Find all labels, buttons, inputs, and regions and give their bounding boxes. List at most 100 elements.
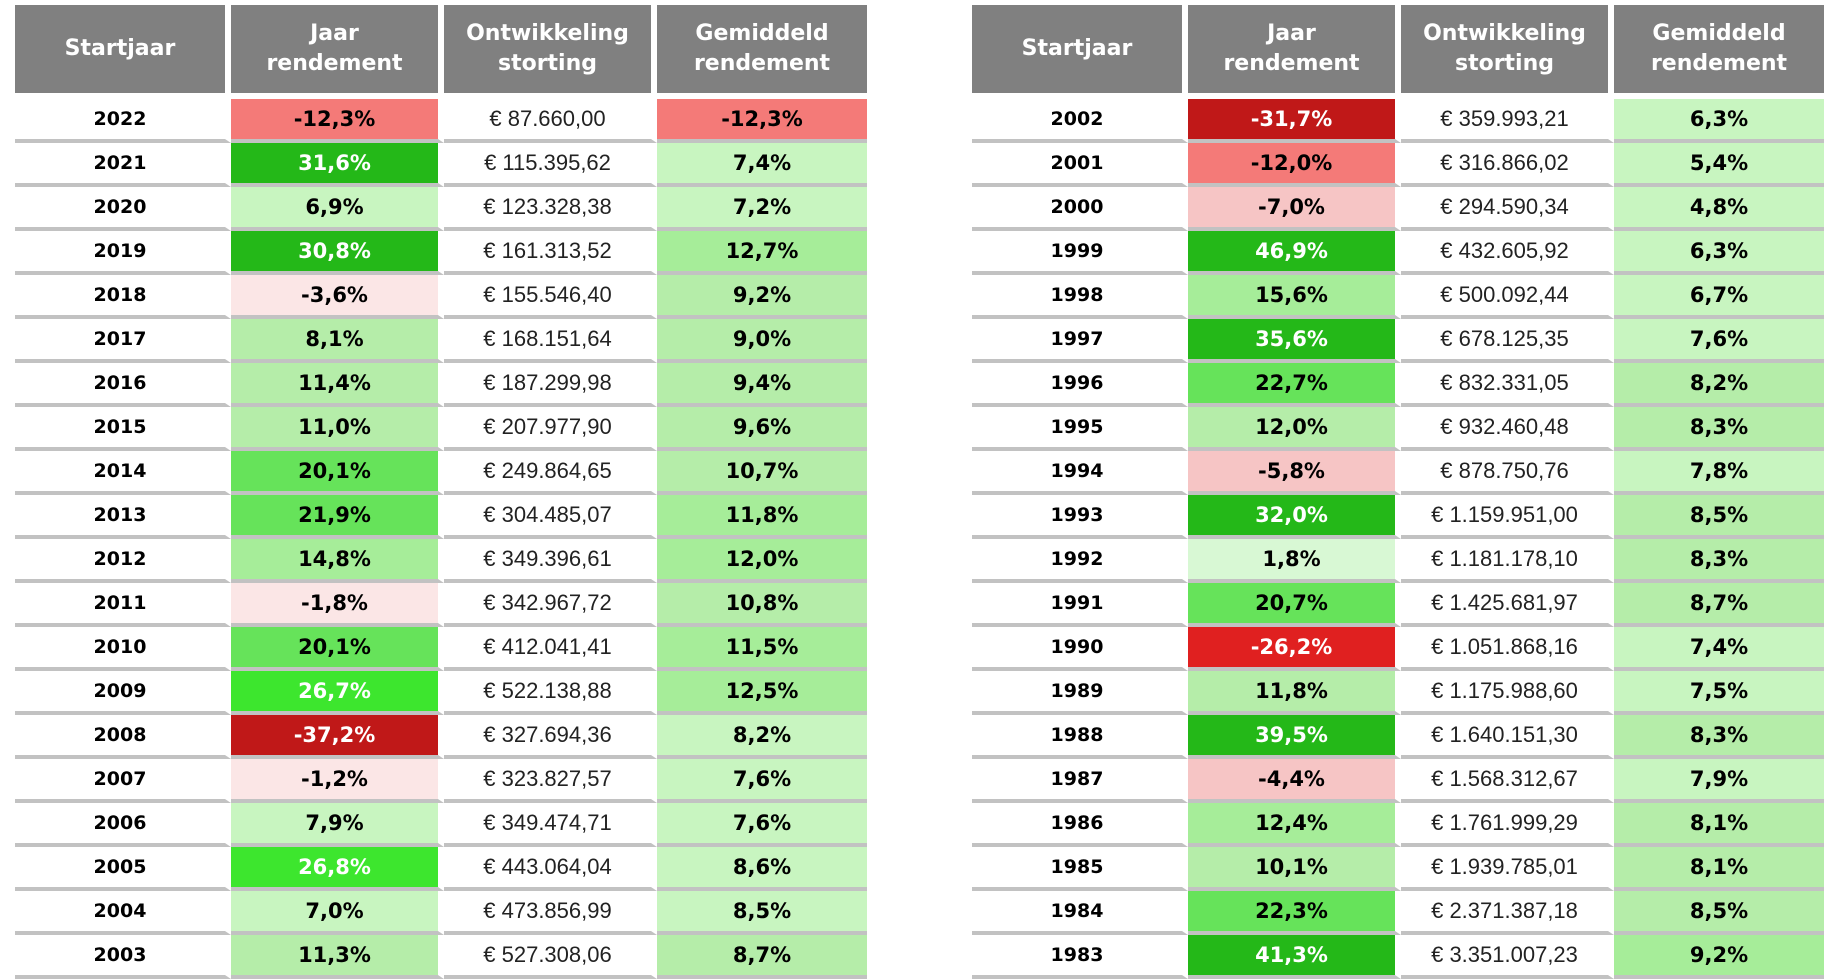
ontwikkeling-storting-cell: € 1.159.951,00 [1401, 495, 1614, 539]
gemiddeld-rendement-cell: 11,5% [657, 627, 867, 671]
gemiddeld-rendement-cell: 8,7% [1614, 583, 1824, 627]
table-row: 2006 7,9% € 349.474,71 7,6% [15, 803, 867, 847]
jaar-rendement-cell: 32,0% [1188, 495, 1401, 539]
table-row: 1999 46,9% € 432.605,92 6,3% [972, 231, 1824, 275]
jaar-rendement-cell: -5,8% [1188, 451, 1401, 495]
jaar-rendement-cell: -1,2% [231, 759, 444, 803]
table-row: 2008 -37,2% € 327.694,36 8,2% [15, 715, 867, 759]
table-row: 2018 -3,6% € 155.546,40 9,2% [15, 275, 867, 319]
table-row: 2013 21,9% € 304.485,07 11,8% [15, 495, 867, 539]
startjaar-cell: 2021 [15, 143, 231, 187]
gemiddeld-rendement-cell: 8,7% [657, 935, 867, 979]
table-row: 1986 12,4% € 1.761.999,29 8,1% [972, 803, 1824, 847]
startjaar-cell: 2006 [15, 803, 231, 847]
jaar-rendement-cell: -37,2% [231, 715, 444, 759]
table-row: 2021 31,6% € 115.395,62 7,4% [15, 143, 867, 187]
gemiddeld-rendement-cell: 8,2% [1614, 363, 1824, 407]
ontwikkeling-storting-cell: € 1.181.178,10 [1401, 539, 1614, 583]
jaar-rendement-cell: 30,8% [231, 231, 444, 275]
startjaar-cell: 2012 [15, 539, 231, 583]
startjaar-cell: 2018 [15, 275, 231, 319]
jaar-rendement-cell: 14,8% [231, 539, 444, 583]
startjaar-cell: 1998 [972, 275, 1188, 319]
ontwikkeling-storting-cell: € 327.694,36 [444, 715, 657, 759]
ontwikkeling-storting-cell: € 1.051.868,16 [1401, 627, 1614, 671]
jaar-rendement-cell: 7,0% [231, 891, 444, 935]
startjaar-cell: 1992 [972, 539, 1188, 583]
ontwikkeling-storting-cell: € 294.590,34 [1401, 187, 1614, 231]
gemiddeld-rendement-cell: 9,0% [657, 319, 867, 363]
jaar-rendement-cell: 8,1% [231, 319, 444, 363]
ontwikkeling-storting-cell: € 932.460,48 [1401, 407, 1614, 451]
table-body-right: 2002 -31,7% € 359.993,21 6,3% 2001 -12,0% € 31… [972, 99, 1824, 979]
table-row: 2011 -1,8% € 342.967,72 10,8% [15, 583, 867, 627]
startjaar-cell: 2022 [15, 99, 231, 143]
startjaar-cell: 1999 [972, 231, 1188, 275]
jaar-rendement-cell: 6,9% [231, 187, 444, 231]
startjaar-cell: 2009 [15, 671, 231, 715]
startjaar-cell: 1994 [972, 451, 1188, 495]
table-row: 2022 -12,3% € 87.660,00 -12,3% [15, 99, 867, 143]
gemiddeld-rendement-cell: 7,6% [657, 803, 867, 847]
startjaar-cell: 1987 [972, 759, 1188, 803]
jaar-rendement-cell: 20,1% [231, 451, 444, 495]
jaar-rendement-cell: 11,8% [1188, 671, 1401, 715]
table-row: 2010 20,1% € 412.041,41 11,5% [15, 627, 867, 671]
ontwikkeling-storting-cell: € 342.967,72 [444, 583, 657, 627]
jaar-rendement-cell: 22,7% [1188, 363, 1401, 407]
ontwikkeling-storting-cell: € 878.750,76 [1401, 451, 1614, 495]
header-gemiddeld-rendement: Gemiddeld rendement [1614, 5, 1824, 99]
gemiddeld-rendement-cell: 8,2% [657, 715, 867, 759]
startjaar-cell: 2020 [15, 187, 231, 231]
returns-table-left: Startjaar Jaar rendement Ontwikkeling st… [15, 5, 867, 979]
table-row: 1984 22,3% € 2.371.387,18 8,5% [972, 891, 1824, 935]
gemiddeld-rendement-cell: 8,3% [1614, 715, 1824, 759]
jaar-rendement-cell: -12,3% [231, 99, 444, 143]
startjaar-cell: 1988 [972, 715, 1188, 759]
startjaar-cell: 2015 [15, 407, 231, 451]
table-row: 1989 11,8% € 1.175.988,60 7,5% [972, 671, 1824, 715]
table-row: 2009 26,7% € 522.138,88 12,5% [15, 671, 867, 715]
jaar-rendement-cell: -26,2% [1188, 627, 1401, 671]
startjaar-cell: 1990 [972, 627, 1188, 671]
jaar-rendement-cell: 1,8% [1188, 539, 1401, 583]
gemiddeld-rendement-cell: 6,3% [1614, 99, 1824, 143]
ontwikkeling-storting-cell: € 412.041,41 [444, 627, 657, 671]
startjaar-cell: 2016 [15, 363, 231, 407]
table-row: 1994 -5,8% € 878.750,76 7,8% [972, 451, 1824, 495]
jaar-rendement-cell: 31,6% [231, 143, 444, 187]
table-row: 1997 35,6% € 678.125,35 7,6% [972, 319, 1824, 363]
gemiddeld-rendement-cell: 12,5% [657, 671, 867, 715]
jaar-rendement-cell: 21,9% [231, 495, 444, 539]
jaar-rendement-cell: 26,7% [231, 671, 444, 715]
ontwikkeling-storting-cell: € 832.331,05 [1401, 363, 1614, 407]
jaar-rendement-cell: 7,9% [231, 803, 444, 847]
startjaar-cell: 2017 [15, 319, 231, 363]
ontwikkeling-storting-cell: € 500.092,44 [1401, 275, 1614, 319]
jaar-rendement-cell: 12,4% [1188, 803, 1401, 847]
table-row: 2014 20,1% € 249.864,65 10,7% [15, 451, 867, 495]
gemiddeld-rendement-cell: 7,6% [657, 759, 867, 803]
startjaar-cell: 1991 [972, 583, 1188, 627]
jaar-rendement-cell: 11,3% [231, 935, 444, 979]
gemiddeld-rendement-cell: 7,2% [657, 187, 867, 231]
ontwikkeling-storting-cell: € 249.864,65 [444, 451, 657, 495]
table-row: 1991 20,7% € 1.425.681,97 8,7% [972, 583, 1824, 627]
ontwikkeling-storting-cell: € 349.474,71 [444, 803, 657, 847]
gemiddeld-rendement-cell: 6,3% [1614, 231, 1824, 275]
gemiddeld-rendement-cell: 7,5% [1614, 671, 1824, 715]
table-row: 1985 10,1% € 1.939.785,01 8,1% [972, 847, 1824, 891]
table-body-left: 2022 -12,3% € 87.660,00 -12,3% 2021 31,6% € 11… [15, 99, 867, 979]
jaar-rendement-cell: 15,6% [1188, 275, 1401, 319]
jaar-rendement-cell: -1,8% [231, 583, 444, 627]
jaar-rendement-cell: -3,6% [231, 275, 444, 319]
returns-table-right: Startjaar Jaar rendement Ontwikkeling st… [972, 5, 1824, 979]
header-ontwikkeling-storting: Ontwikkeling storting [1401, 5, 1614, 99]
ontwikkeling-storting-cell: € 155.546,40 [444, 275, 657, 319]
startjaar-cell: 1995 [972, 407, 1188, 451]
startjaar-cell: 2005 [15, 847, 231, 891]
ontwikkeling-storting-cell: € 359.993,21 [1401, 99, 1614, 143]
startjaar-cell: 2011 [15, 583, 231, 627]
header-gemiddeld-rendement: Gemiddeld rendement [657, 5, 867, 99]
gemiddeld-rendement-cell: 7,8% [1614, 451, 1824, 495]
